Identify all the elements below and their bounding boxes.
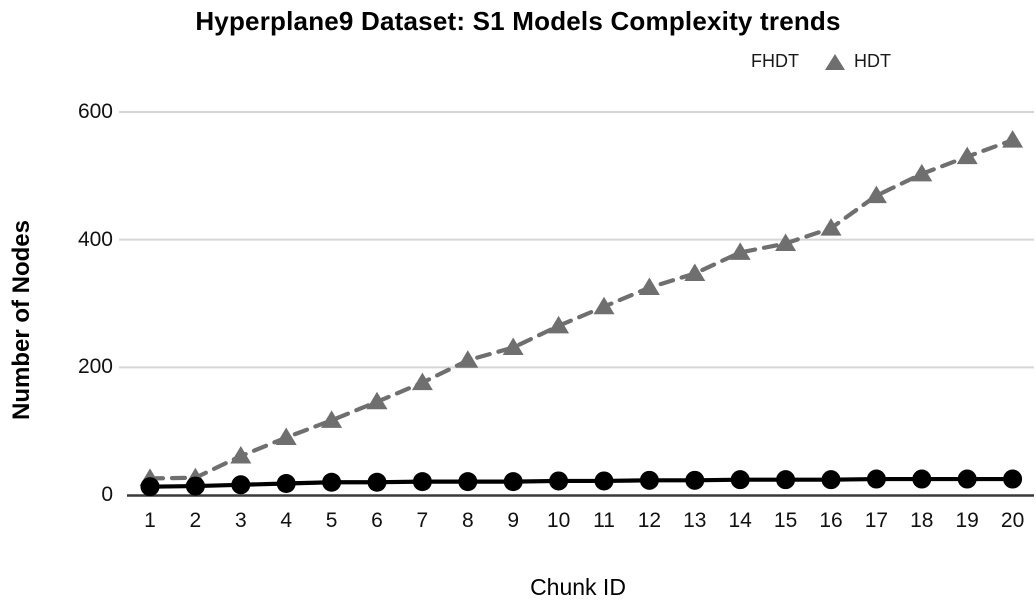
fhdt-marker [140, 477, 160, 497]
hdt-marker [321, 410, 343, 428]
hdt-marker [366, 391, 388, 410]
x-tick-label: 5 [325, 509, 338, 532]
fhdt-marker [821, 470, 841, 490]
legend: FHDT HDT [724, 51, 891, 72]
fhdt-marker [639, 470, 659, 490]
hdt-marker [593, 296, 615, 315]
fhdt-marker [866, 469, 886, 489]
x-tick-label: 6 [371, 509, 383, 532]
x-tick-label: 2 [189, 509, 202, 532]
legend-item-fhdt[interactable]: FHDT [724, 51, 799, 72]
x-tick-label: 11 [593, 509, 615, 532]
hdt-marker [411, 372, 433, 391]
hdt-legend-marker-icon [825, 53, 845, 70]
fhdt-marker [185, 476, 205, 496]
x-tick-label: 20 [1000, 509, 1025, 532]
x-tick-label: 15 [773, 509, 798, 532]
x-tick-label: 4 [280, 509, 293, 532]
fhdt-marker [503, 472, 523, 492]
x-tick-label: 13 [683, 509, 707, 532]
x-tick-label: 8 [461, 509, 474, 532]
chart-title: Hyperplane9 Dataset: S1 Models Complexit… [195, 6, 841, 36]
fhdt-marker [322, 472, 342, 492]
y-tick-label: 0 [101, 483, 113, 506]
fhdt-marker [776, 470, 796, 490]
hdt-marker [548, 315, 570, 334]
x-tick-label: 19 [955, 509, 979, 532]
x-axis-title: Chunk ID [530, 574, 626, 600]
hdt-line [147, 137, 1015, 481]
legend-item-hdt[interactable]: HDT [825, 51, 891, 72]
x-tick-label: 1 [144, 509, 156, 532]
hdt-marker [230, 446, 252, 464]
hdt-marker [865, 185, 887, 204]
hdt-marker [275, 427, 297, 446]
hdt-marker [729, 242, 751, 260]
x-tick-label: 10 [546, 509, 571, 532]
fhdt-marker [412, 472, 432, 492]
x-tick-label: 3 [234, 509, 247, 532]
hdt-marker [956, 146, 978, 165]
fhdt-marker [231, 475, 251, 495]
x-tick-label: 7 [416, 509, 429, 532]
fhdt-marker [957, 469, 977, 489]
fhdt-marker [367, 472, 387, 492]
x-tick-label: 17 [864, 509, 889, 532]
fhdt-marker [276, 474, 296, 494]
fhdt-marker [912, 469, 932, 489]
y-tick-label: 600 [77, 100, 113, 123]
x-tick-label: 14 [728, 509, 752, 532]
legend-label-hdt: HDT [854, 51, 891, 71]
y-tick-label: 200 [77, 355, 113, 379]
hdt-marker [638, 277, 660, 296]
y-tick-label: 400 [77, 227, 113, 251]
fhdt-marker [685, 470, 705, 490]
fhdt-marker [1003, 469, 1023, 489]
x-tick-label: 9 [507, 509, 520, 532]
y-axis-title: Number of Nodes [8, 219, 35, 421]
hdt-marker [820, 218, 842, 236]
legend-label-fhdt: FHDT [751, 51, 799, 71]
x-tick-label: 18 [910, 509, 934, 532]
x-tick-label: 12 [637, 509, 662, 532]
fhdt-marker [730, 470, 750, 490]
hdt-marker [911, 163, 933, 182]
hdt-marker [502, 337, 524, 356]
fhdt-marker [458, 472, 478, 492]
hdt-marker [775, 233, 797, 251]
hdt-marker [457, 350, 479, 368]
fhdt-marker [549, 471, 569, 491]
hdt-marker [684, 263, 706, 281]
x-tick-label: 16 [819, 509, 843, 532]
hdt-marker [1002, 130, 1024, 148]
fhdt-marker [594, 471, 614, 491]
